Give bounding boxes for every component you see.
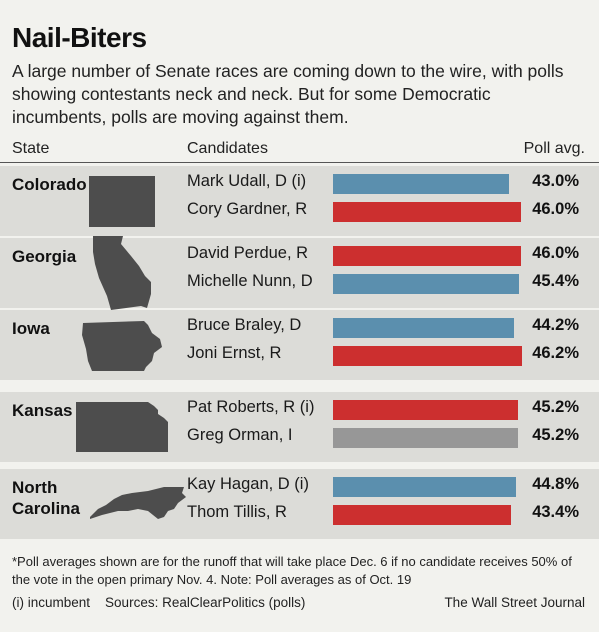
state-name: Colorado bbox=[12, 175, 87, 194]
race-row-iowa: Iowa Bruce Braley, D 44.2% Joni Ernst, R 46.… bbox=[0, 310, 599, 380]
state-name: North Carolina bbox=[12, 478, 81, 518]
race-row-georgia: Georgia David Perdue, R 46.0% Michelle Nunn… bbox=[0, 236, 599, 310]
poll-value: 46.0% bbox=[532, 244, 579, 262]
footer-notes: (i) incumbent Sources: RealClearPolitics… bbox=[12, 595, 305, 610]
poll-value: 45.4% bbox=[532, 272, 579, 290]
candidate-name: Pat Roberts, R (i) bbox=[187, 398, 315, 416]
poll-bar bbox=[333, 346, 522, 366]
poll-bar bbox=[333, 428, 518, 448]
race-row-colorado: Colorado Mark Udall, D (i) 43.0% Cory Gardn… bbox=[0, 166, 599, 236]
header-poll-avg: Poll avg. bbox=[523, 140, 585, 157]
candidate-name: Michelle Nunn, D bbox=[187, 272, 313, 290]
header-state: State bbox=[12, 140, 50, 157]
poll-value: 45.2% bbox=[532, 426, 579, 444]
candidate-name: Joni Ernst, R bbox=[187, 344, 282, 362]
chart-subtitle: A large number of Senate races are comin… bbox=[12, 61, 564, 127]
sources-note: Sources: RealClearPolitics (polls) bbox=[105, 595, 306, 610]
candidate-name: Thom Tillis, R bbox=[187, 503, 287, 521]
poll-bar bbox=[333, 174, 509, 194]
footnote: *Poll averages shown are for the runoff … bbox=[12, 554, 572, 587]
poll-value: 44.2% bbox=[532, 316, 579, 334]
colorado-map-icon bbox=[89, 175, 155, 227]
poll-value: 46.0% bbox=[532, 200, 579, 218]
race-row-north-carolina: North Carolina Kay Hagan, D (i) 44.8% Thom … bbox=[0, 469, 599, 539]
poll-bar bbox=[333, 505, 511, 525]
poll-value: 45.2% bbox=[532, 398, 579, 416]
candidate-name: David Perdue, R bbox=[187, 244, 309, 262]
header-candidates: Candidates bbox=[187, 140, 268, 157]
race-row-kansas: Kansas Pat Roberts, R (i) 45.2% Greg Orman,… bbox=[0, 392, 599, 462]
poll-value: 44.8% bbox=[532, 475, 579, 493]
incumbent-note: (i) incumbent bbox=[12, 595, 91, 610]
georgia-map-icon bbox=[93, 236, 151, 310]
poll-bar bbox=[333, 400, 518, 420]
poll-value: 43.0% bbox=[532, 172, 579, 190]
state-name: Iowa bbox=[12, 319, 50, 338]
iowa-map-icon bbox=[82, 321, 162, 371]
poll-value: 46.2% bbox=[532, 344, 579, 362]
poll-bar bbox=[333, 477, 516, 497]
poll-bar bbox=[333, 318, 514, 338]
kansas-map-icon bbox=[76, 402, 168, 452]
poll-bar bbox=[333, 246, 521, 266]
north-carolina-map-icon bbox=[90, 487, 186, 519]
candidate-name: Mark Udall, D (i) bbox=[187, 172, 307, 190]
candidate-name: Greg Orman, I bbox=[187, 426, 293, 444]
candidate-name: Kay Hagan, D (i) bbox=[187, 475, 309, 493]
header-divider bbox=[0, 162, 599, 163]
poll-value: 43.4% bbox=[532, 503, 579, 521]
state-name: Kansas bbox=[12, 401, 73, 420]
poll-bar bbox=[333, 202, 521, 222]
poll-bar bbox=[333, 274, 519, 294]
state-name: Georgia bbox=[12, 247, 77, 266]
chart-title: Nail-Biters bbox=[12, 22, 147, 53]
credit: The Wall Street Journal bbox=[444, 595, 585, 610]
candidate-name: Bruce Braley, D bbox=[187, 316, 302, 334]
candidate-name: Cory Gardner, R bbox=[187, 200, 308, 218]
